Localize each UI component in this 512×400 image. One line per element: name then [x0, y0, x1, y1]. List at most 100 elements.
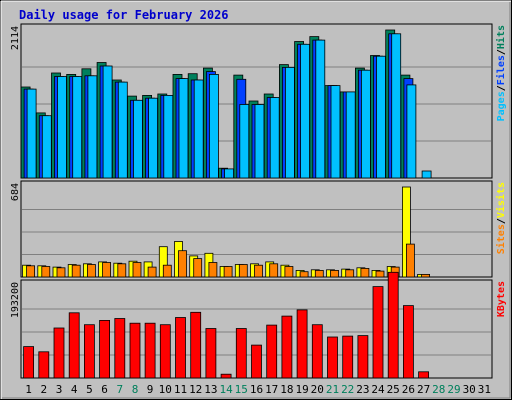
x-tick-label: 7 [116, 383, 123, 396]
x-tick-label: 19 [295, 383, 308, 396]
bar-pages-day-17: Pages 17: 1150 [269, 97, 280, 179]
bar-kbytes-day-27: KBytes 27: 13000 [418, 371, 430, 379]
bar-sites-day-11: Sites 11: 200 [178, 250, 187, 278]
x-tick-label: 9 [147, 383, 154, 396]
bar-sites-day-6: Sites 6: 110 [102, 262, 111, 278]
bar-sites-day-3: Sites 3: 70 [56, 267, 66, 278]
bar-sites-day-26: Sites 26: 250 [405, 243, 415, 278]
bar-kbytes-day-26: KBytes 26: 152000 [402, 305, 414, 379]
bar-pages-day-5: Pages 5: 1460 [87, 75, 98, 179]
bar-sites-day-23: Sites 23: 65 [360, 267, 370, 278]
bar-kbytes-day-23: KBytes 23: 89000 [357, 335, 369, 379]
bar-kbytes-day-17: KBytes 17: 111000 [266, 324, 278, 379]
legend-separator: / [496, 49, 507, 55]
legend-item-visits: Visits [495, 182, 507, 218]
bar-sites-day-17: Sites 17: 100 [269, 263, 279, 278]
bar-kbytes-day-11: KBytes 11: 127000 [175, 317, 186, 379]
bar-kbytes-day-25: KBytes 25: 222000 [387, 271, 399, 379]
x-tick-label: 18 [280, 383, 293, 396]
x-tick-label: 14 [219, 383, 233, 396]
bar-kbytes-day-5: KBytes 5: 112000 [84, 324, 95, 379]
bar-pages-day-16: Pages 16: 1050 [254, 104, 265, 179]
bar-sites-day-13: Sites 13: 110 [208, 262, 218, 278]
x-tick-label: 1 [25, 383, 32, 396]
bar-sites-day-7: Sites 7: 100 [117, 263, 127, 278]
bar-pages-day-25: Pages 25: 2060 [391, 33, 402, 179]
bar-pages-day-13: Pages 13: 1480 [208, 74, 219, 179]
y-max-label: 193200 [10, 282, 21, 318]
bar-sites-day-2: Sites 2: 80 [41, 266, 51, 278]
bar-sites-day-5: Sites 5: 95 [87, 264, 96, 278]
bar-sites-day-21: Sites 21: 50 [330, 269, 339, 278]
legend-kbytes: KBytes [496, 281, 507, 317]
bar-kbytes-day-4: KBytes 4: 137000 [68, 312, 80, 379]
bar-pages-day-20: Pages 20: 1970 [315, 39, 326, 179]
legend-visits: Sites/Visits [495, 182, 507, 254]
bar-sites-day-27: Sites 27: 20 [421, 273, 431, 278]
bar-kbytes-day-12: KBytes 12: 138000 [190, 311, 202, 379]
bar-pages-day-12: Pages 12: 1400 [193, 79, 204, 179]
bar-pages-day-24: Pages 24: 1740 [376, 55, 386, 179]
bar-pages-day-19: Pages 19: 1910 [300, 43, 311, 179]
x-tick-label: 10 [159, 383, 172, 396]
bar-kbytes-day-14: KBytes 14: 8000 [220, 373, 232, 379]
bar-pages-day-22: Pages 22: 1230 [345, 91, 356, 179]
legend-separator: / [496, 218, 507, 224]
bar-kbytes-day-8: KBytes 8: 115000 [129, 322, 141, 379]
bar-pages-day-18: Pages 18: 1580 [284, 67, 295, 179]
x-tick-label: 24 [371, 383, 385, 396]
bar-sites-day-1: Sites 1: 85 [26, 265, 36, 278]
x-tick-label: 12 [189, 383, 202, 396]
bar-pages-day-26: Pages 26: 1330 [406, 84, 417, 179]
bar-sites-day-12: Sites 12: 140 [193, 258, 203, 278]
bar-pages-day-14: Pages 14: 130 [224, 168, 235, 179]
legend-item-hits: Hits [495, 25, 507, 49]
bar-pages-day-10: Pages 10: 1180 [163, 95, 174, 179]
bar-kbytes-day-16: KBytes 16: 69000 [251, 344, 262, 379]
legend-item-sites: Sites [495, 224, 507, 254]
x-tick-label: 27 [417, 383, 430, 396]
bar-kbytes-day-21: KBytes 21: 86000 [327, 336, 338, 379]
bar-kbytes-day-3: KBytes 3: 105000 [53, 327, 65, 379]
legend-item-files: Files [495, 55, 507, 85]
bar-pages-day-23: Pages 23: 1540 [360, 69, 371, 179]
bar-kbytes-day-1: KBytes 1: 66000 [23, 346, 35, 379]
legend-separator: / [496, 85, 507, 91]
x-tick-label: 15 [235, 383, 248, 396]
x-tick-label: 31 [478, 383, 491, 396]
bar-pages-day-4: Pages 4: 1450 [72, 76, 83, 179]
chart-title: Daily usage for February 2026 [19, 8, 229, 22]
x-tick-label: 17 [265, 383, 278, 396]
x-tick-label: 25 [387, 383, 400, 396]
bar-pages-day-1: Pages 1: 1270 [26, 88, 37, 179]
bar-sites-day-16: Sites 16: 90 [254, 264, 263, 278]
y-max-label: 2114 [10, 26, 21, 50]
bar-pages-day-8: Pages 8: 1110 [133, 99, 143, 179]
x-tick-label: 21 [326, 383, 339, 396]
bar-sites-day-14: Sites 14: 80 [223, 266, 233, 278]
bar-sites-day-19: Sites 19: 40 [299, 271, 309, 278]
bar-pages-day-6: Pages 6: 1600 [102, 65, 113, 179]
bar-pages-day-27: Pages 27: 100 [421, 170, 432, 179]
bar-sites-day-9: Sites 9: 75 [147, 266, 157, 278]
bar-sites-day-10: Sites 10: 90 [162, 264, 172, 278]
bar-kbytes-day-19: KBytes 19: 143000 [296, 309, 308, 379]
bar-kbytes-day-13: KBytes 13: 104000 [205, 328, 217, 379]
bar-kbytes-day-22: KBytes 22: 88000 [342, 335, 354, 379]
x-tick-label: 26 [402, 383, 415, 396]
bar-kbytes-day-9: KBytes 9: 115000 [144, 322, 156, 379]
bar-kbytes-day-6: KBytes 6: 121000 [99, 319, 110, 379]
x-tick-label: 2 [40, 383, 47, 396]
legend-item-pages: Pages [496, 91, 507, 121]
bar-pages-day-11: Pages 11: 1420 [178, 78, 189, 179]
bar-pages-day-7: Pages 7: 1370 [117, 81, 128, 179]
x-tick-label: 20 [311, 383, 324, 396]
bar-kbytes-day-18: KBytes 18: 130000 [281, 315, 293, 379]
bar-pages-day-21: Pages 21: 1320 [330, 85, 341, 179]
y-max-label: 684 [10, 183, 21, 201]
panel-visits-background [20, 180, 493, 278]
x-tick-label: 22 [341, 383, 354, 396]
bar-sites-day-20: Sites 20: 50 [314, 269, 324, 278]
bar-pages-day-3: Pages 3: 1450 [57, 76, 67, 179]
